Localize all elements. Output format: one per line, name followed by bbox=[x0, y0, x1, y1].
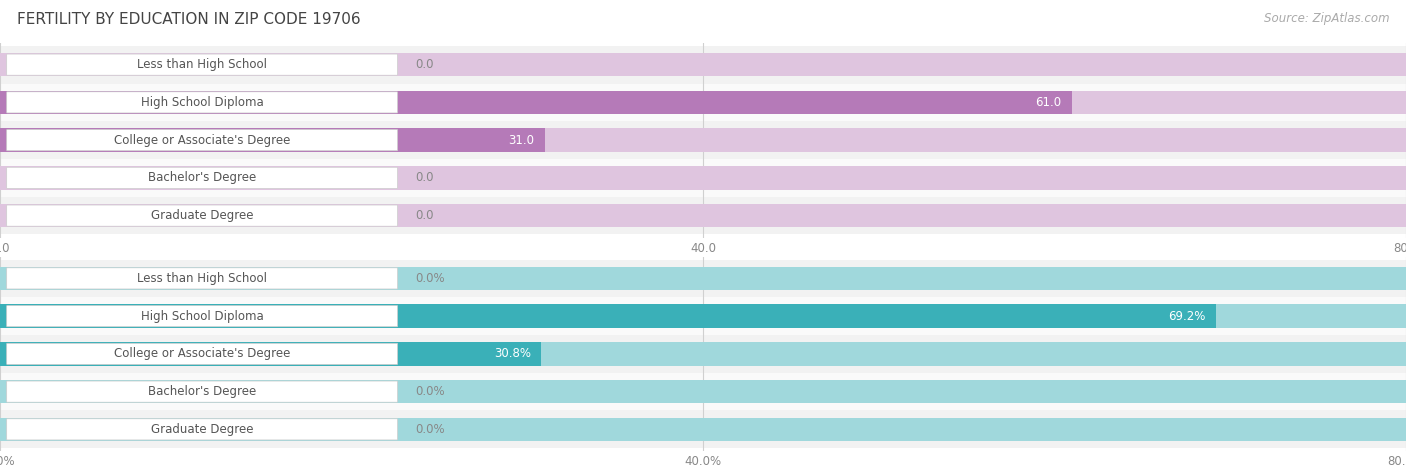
Text: High School Diploma: High School Diploma bbox=[141, 96, 263, 109]
Text: 0.0: 0.0 bbox=[415, 171, 433, 184]
FancyBboxPatch shape bbox=[7, 54, 398, 75]
Bar bbox=[0, 91, 1073, 114]
Bar bbox=[0, 166, 1406, 190]
Text: 30.8%: 30.8% bbox=[494, 347, 531, 361]
Text: 69.2%: 69.2% bbox=[1168, 310, 1206, 323]
Text: Bachelor's Degree: Bachelor's Degree bbox=[148, 171, 256, 184]
Bar bbox=[0, 46, 1406, 84]
Bar bbox=[0, 159, 1406, 197]
Bar bbox=[0, 259, 1406, 297]
Bar bbox=[0, 204, 1406, 228]
Bar bbox=[0, 84, 1406, 121]
Text: Source: ZipAtlas.com: Source: ZipAtlas.com bbox=[1264, 12, 1389, 25]
FancyBboxPatch shape bbox=[7, 305, 398, 327]
Bar bbox=[0, 266, 1406, 290]
Text: 0.0: 0.0 bbox=[415, 209, 433, 222]
FancyBboxPatch shape bbox=[7, 92, 398, 113]
Bar bbox=[0, 304, 1406, 328]
Text: Less than High School: Less than High School bbox=[138, 272, 267, 285]
Text: 61.0: 61.0 bbox=[1035, 96, 1062, 109]
Text: 0.0: 0.0 bbox=[415, 58, 433, 71]
Bar bbox=[0, 380, 1406, 403]
Bar bbox=[0, 121, 1406, 159]
Text: High School Diploma: High School Diploma bbox=[141, 310, 263, 323]
Bar bbox=[0, 91, 1406, 114]
Text: College or Associate's Degree: College or Associate's Degree bbox=[114, 133, 290, 147]
Text: 0.0%: 0.0% bbox=[415, 272, 444, 285]
Bar bbox=[0, 128, 1406, 152]
FancyBboxPatch shape bbox=[7, 268, 398, 289]
Bar bbox=[0, 304, 1216, 328]
Bar bbox=[0, 342, 1406, 366]
Bar bbox=[0, 418, 1406, 441]
Text: 31.0: 31.0 bbox=[509, 133, 534, 147]
Text: 0.0%: 0.0% bbox=[415, 385, 444, 398]
Text: FERTILITY BY EDUCATION IN ZIP CODE 19706: FERTILITY BY EDUCATION IN ZIP CODE 19706 bbox=[17, 12, 360, 27]
Bar bbox=[0, 373, 1406, 410]
FancyBboxPatch shape bbox=[7, 205, 398, 226]
Bar bbox=[0, 197, 1406, 235]
Text: 0.0%: 0.0% bbox=[415, 423, 444, 436]
Bar bbox=[0, 335, 1406, 373]
Bar bbox=[0, 297, 1406, 335]
Bar bbox=[0, 342, 541, 366]
Text: Less than High School: Less than High School bbox=[138, 58, 267, 71]
Text: Bachelor's Degree: Bachelor's Degree bbox=[148, 385, 256, 398]
Text: Graduate Degree: Graduate Degree bbox=[150, 209, 253, 222]
FancyBboxPatch shape bbox=[7, 419, 398, 440]
Bar bbox=[0, 128, 544, 152]
Text: Graduate Degree: Graduate Degree bbox=[150, 423, 253, 436]
FancyBboxPatch shape bbox=[7, 381, 398, 402]
Bar bbox=[0, 53, 1406, 76]
Bar bbox=[0, 410, 1406, 448]
FancyBboxPatch shape bbox=[7, 343, 398, 364]
FancyBboxPatch shape bbox=[7, 130, 398, 151]
FancyBboxPatch shape bbox=[7, 167, 398, 189]
Text: College or Associate's Degree: College or Associate's Degree bbox=[114, 347, 290, 361]
